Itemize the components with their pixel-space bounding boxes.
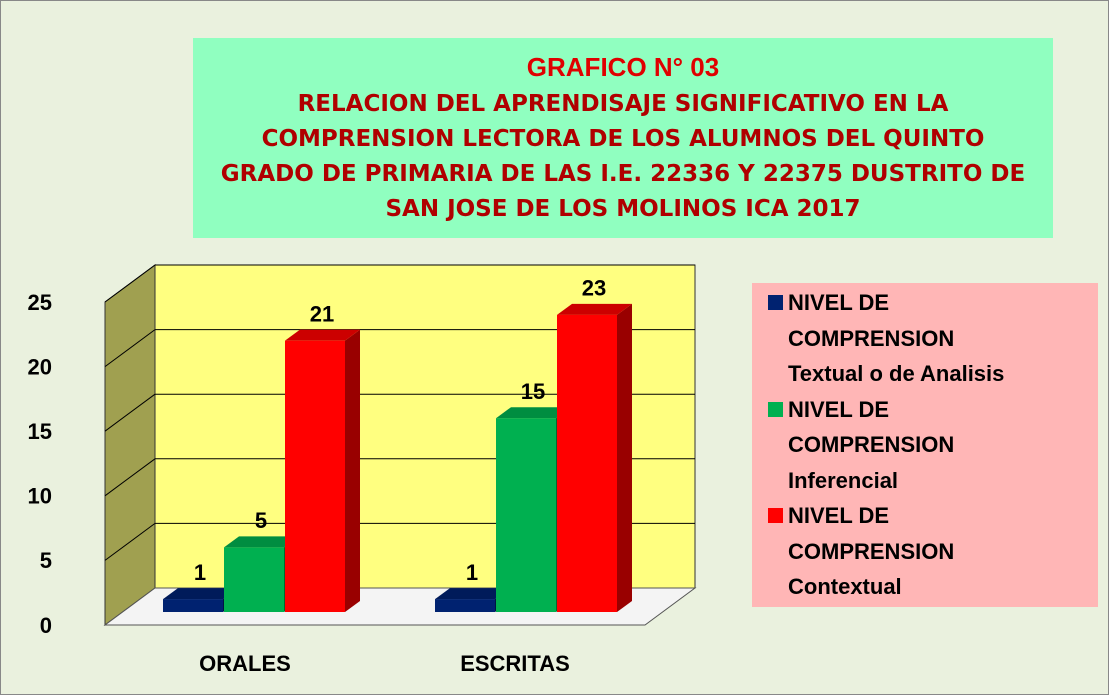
data-label: 15 — [521, 379, 545, 404]
data-label: 5 — [255, 508, 267, 533]
y-tick-label: 20 — [28, 354, 52, 379]
y-tick-label: 5 — [40, 548, 52, 573]
legend-item: NIVEL DE COMPRENSION Textual o de Analis… — [768, 285, 1098, 392]
legend-label: NIVEL DE COMPRENSION Textual o de Analis… — [788, 290, 1005, 386]
grid-line — [104, 329, 156, 368]
legend-label: NIVEL DE COMPRENSION Inferencial — [788, 396, 955, 493]
bar — [285, 340, 345, 612]
bar-top — [224, 536, 299, 548]
bar-top — [285, 329, 360, 341]
y-tick-label: 15 — [28, 419, 52, 444]
grid-line — [104, 393, 156, 432]
bar-side — [345, 329, 360, 612]
bar-side — [617, 303, 632, 612]
legend-label: NIVEL DE COMPRENSION Contextual — [788, 503, 955, 599]
grid-line — [104, 264, 156, 303]
grid-line — [104, 522, 156, 561]
bar — [557, 314, 617, 612]
bar-top — [557, 303, 632, 315]
chart-title: GRAFICO N° 03 — [526, 52, 720, 82]
legend-swatch — [768, 295, 783, 310]
grid-line — [104, 458, 156, 497]
legend-item: NIVEL DE COMPRENSION Contextual — [768, 498, 1098, 605]
bar — [496, 418, 556, 612]
y-tick-label: 10 — [28, 484, 52, 509]
y-tick-label: 25 — [28, 290, 52, 315]
chart-subtitle: RELACION DEL APRENDISAJE SIGNIFICATIVO E… — [220, 91, 1026, 222]
bar — [224, 547, 284, 612]
side-wall — [104, 264, 156, 626]
legend-swatch — [768, 401, 783, 417]
bar-top — [496, 407, 571, 419]
data-label: 21 — [310, 301, 334, 326]
legend: NIVEL DE COMPRENSION Textual o de Analis… — [752, 283, 1098, 607]
title-box: GRAFICO N° 03 RELACION DEL APRENDISAJE S… — [193, 38, 1053, 238]
x-tick-label: ORALES — [199, 651, 291, 676]
bar-top — [163, 588, 238, 600]
data-label: 23 — [582, 276, 606, 301]
data-label: 1 — [466, 560, 478, 585]
bar — [435, 599, 495, 612]
x-tick-label: ESCRITAS — [460, 651, 570, 676]
bar-top — [435, 588, 510, 600]
legend-item: NIVEL DE COMPRENSION Inferencial — [768, 392, 1098, 499]
y-tick-label: 0 — [40, 613, 52, 638]
bar — [163, 599, 223, 612]
data-label: 1 — [194, 560, 206, 585]
legend-swatch — [768, 508, 783, 523]
